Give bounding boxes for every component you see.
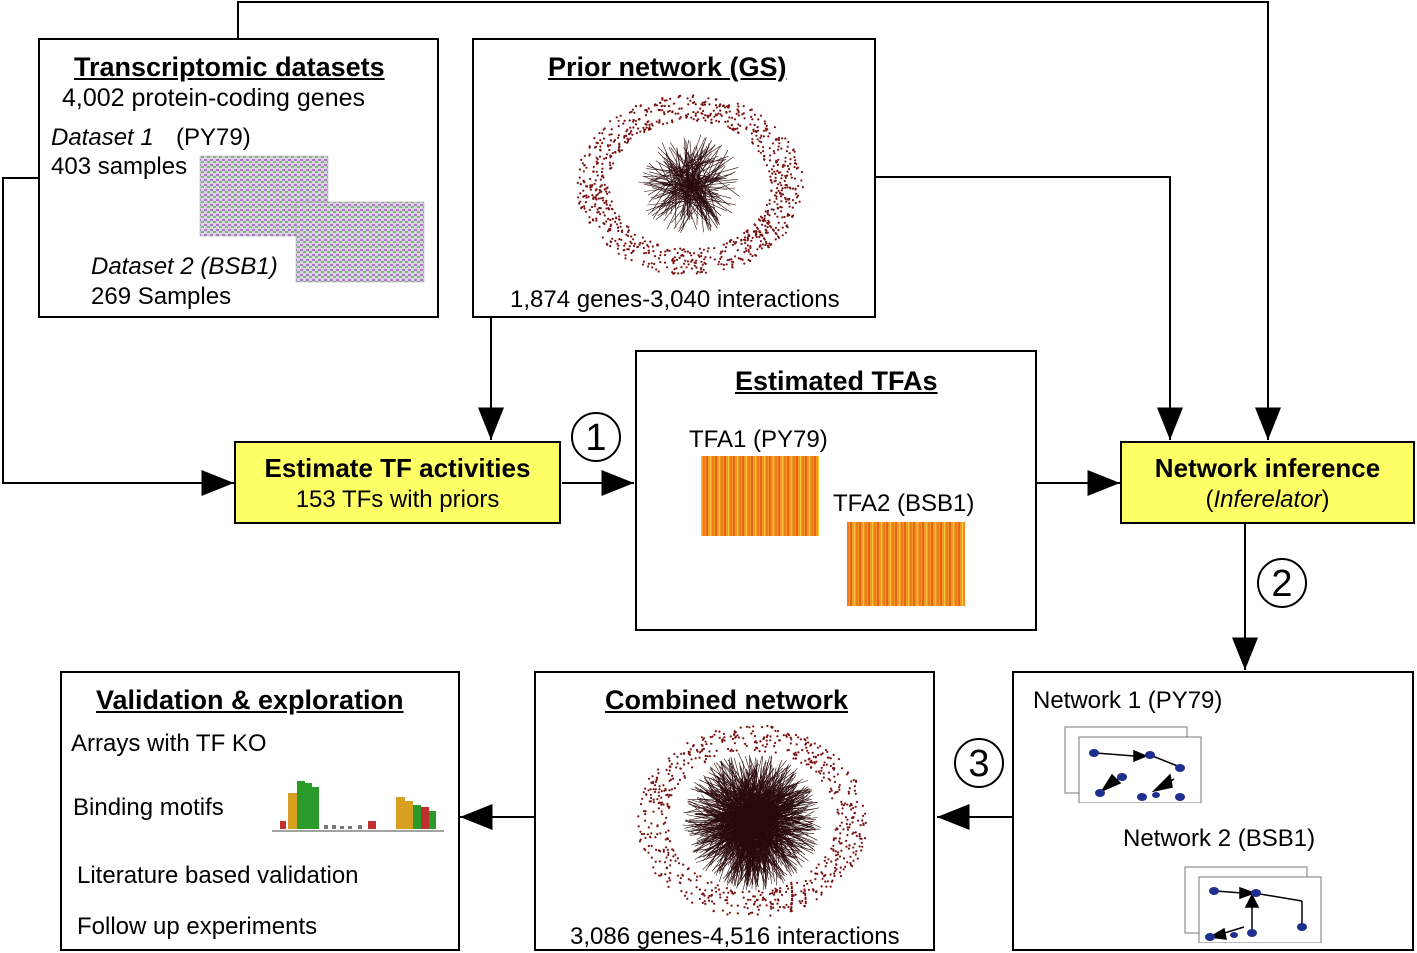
paren-close: )	[1321, 486, 1330, 513]
estimate-tf-activities-box[interactable]: Estimate TF activities 153 TFs with prio…	[234, 441, 561, 524]
gene-count: 4,002 protein-coding genes	[62, 84, 366, 112]
network1-label: Network 1 (PY79)	[1033, 687, 1223, 714]
combined-title: Combined network	[605, 685, 849, 715]
inference-tool: Inferelator	[1213, 486, 1322, 513]
prior-network-caption: 1,874 genes-3,040 interactions	[510, 286, 840, 313]
arrow-prior-to-inference	[875, 176, 1183, 440]
tfa1-heatmap	[701, 456, 819, 536]
validation-item-binding-motifs: Binding motifs	[73, 794, 224, 821]
tfa2-heatmap	[847, 522, 965, 606]
estimated-tfas-box: Estimated TFAs TFA1 (PY79) TFA2 (BSB1)	[635, 350, 1037, 631]
estimate-subtitle: 153 TFs with priors	[295, 486, 500, 513]
combined-network-box: Combined network 3,086 genes-4,516 inter…	[534, 671, 935, 951]
validation-box: Validation & exploration Arrays with TF …	[60, 671, 460, 951]
validation-item-ko-arrays: Arrays with TF KO	[71, 730, 267, 757]
transcriptomic-box: Transcriptomic datasets 4,002 protein-co…	[38, 38, 439, 318]
tfa-heatmaps	[701, 456, 965, 606]
combined-caption: 3,086 genes-4,516 interactions	[570, 923, 900, 950]
dataset2-label: Dataset 2 (BSB1)	[91, 253, 278, 280]
validation-item-literature: Literature based validation	[77, 862, 359, 889]
expression-heatmaps	[199, 155, 425, 283]
arrow-transcriptomic-to-estimate	[2, 177, 234, 496]
estimate-title: Estimate TF activities	[264, 453, 531, 483]
tfa2-label: TFA2 (BSB1)	[833, 490, 975, 517]
validation-title: Validation & exploration	[96, 685, 404, 715]
dataset1-strain: (PY79)	[176, 124, 251, 151]
inference-tool-line: (Inferelator)	[1122, 486, 1413, 514]
network-inference-box[interactable]: Network inference (Inferelator)	[1120, 441, 1415, 524]
binding-motif-logo	[272, 781, 444, 832]
dataset2-heatmap	[295, 201, 425, 283]
networks-box: Network 1 (PY79) Network 2 (BSB1)	[1012, 671, 1414, 951]
prior-network-graph	[576, 94, 804, 275]
step-2-badge: 2	[1257, 558, 1307, 608]
prior-network-title: Prior network (GS)	[548, 52, 787, 82]
prior-network-box: Prior network (GS) 1,874 genes-3,040 int…	[472, 38, 876, 318]
dataset2-samples: 269 Samples	[91, 283, 232, 310]
inference-title: Network inference	[1154, 453, 1381, 483]
dataset1-label: Dataset 1	[51, 124, 154, 151]
tfas-title: Estimated TFAs	[735, 366, 938, 396]
step-1-badge: 1	[571, 412, 621, 462]
paren-open: (	[1205, 486, 1214, 513]
validation-item-follow-up: Follow up experiments	[77, 913, 318, 940]
network2-label: Network 2 (BSB1)	[1123, 825, 1316, 852]
combined-network-graph	[637, 724, 867, 917]
transcriptomic-title: Transcriptomic datasets	[74, 52, 385, 82]
network1-thumbnail	[1064, 726, 1202, 803]
step-3-badge: 3	[954, 738, 1004, 788]
arrow-transcriptomic-to-inference	[237, 1, 1281, 440]
tfa1-label: TFA1 (PY79)	[689, 426, 828, 453]
network2-thumbnail	[1184, 866, 1322, 943]
dataset1-samples: 403 samples	[51, 153, 188, 180]
